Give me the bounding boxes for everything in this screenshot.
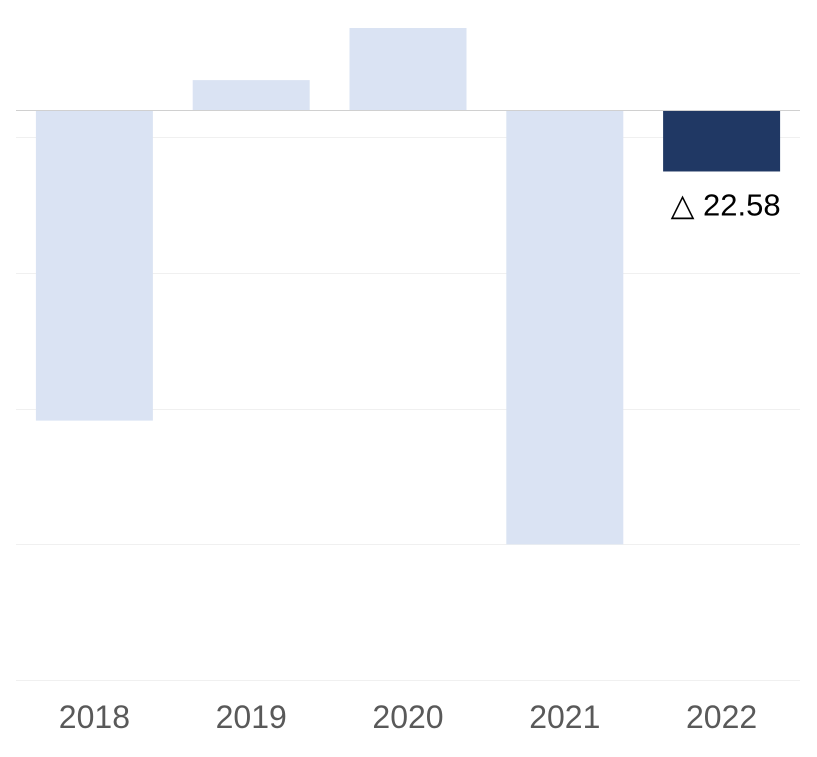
data-label-2022: △ 22.58 bbox=[671, 187, 781, 222]
x-tick-label-2020: 2020 bbox=[372, 699, 443, 735]
x-tick-label-2019: 2019 bbox=[216, 699, 287, 735]
data-label-value: 22.58 bbox=[703, 187, 781, 222]
bar-2018 bbox=[35, 110, 153, 421]
x-axis-ticks: 2018 2019 2020 2021 2022 bbox=[59, 699, 757, 735]
data-labels: △ 22.58 bbox=[671, 187, 781, 222]
x-tick-label-2022: 2022 bbox=[686, 699, 757, 735]
delta-marker-icon: △ bbox=[671, 187, 703, 222]
bar-2022 bbox=[663, 110, 781, 172]
x-tick-label-2018: 2018 bbox=[59, 699, 130, 735]
bar-2020 bbox=[349, 28, 467, 111]
bar-2021 bbox=[506, 110, 624, 545]
bar-2019 bbox=[192, 80, 310, 111]
x-tick-label-2021: 2021 bbox=[529, 699, 600, 735]
bars bbox=[35, 28, 781, 545]
